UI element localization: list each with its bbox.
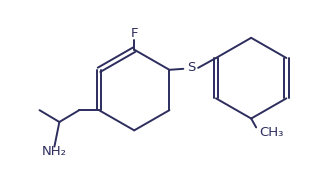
Text: F: F bbox=[130, 27, 138, 40]
Text: S: S bbox=[187, 61, 195, 74]
Text: NH₂: NH₂ bbox=[42, 145, 67, 158]
Text: CH₃: CH₃ bbox=[259, 126, 283, 139]
